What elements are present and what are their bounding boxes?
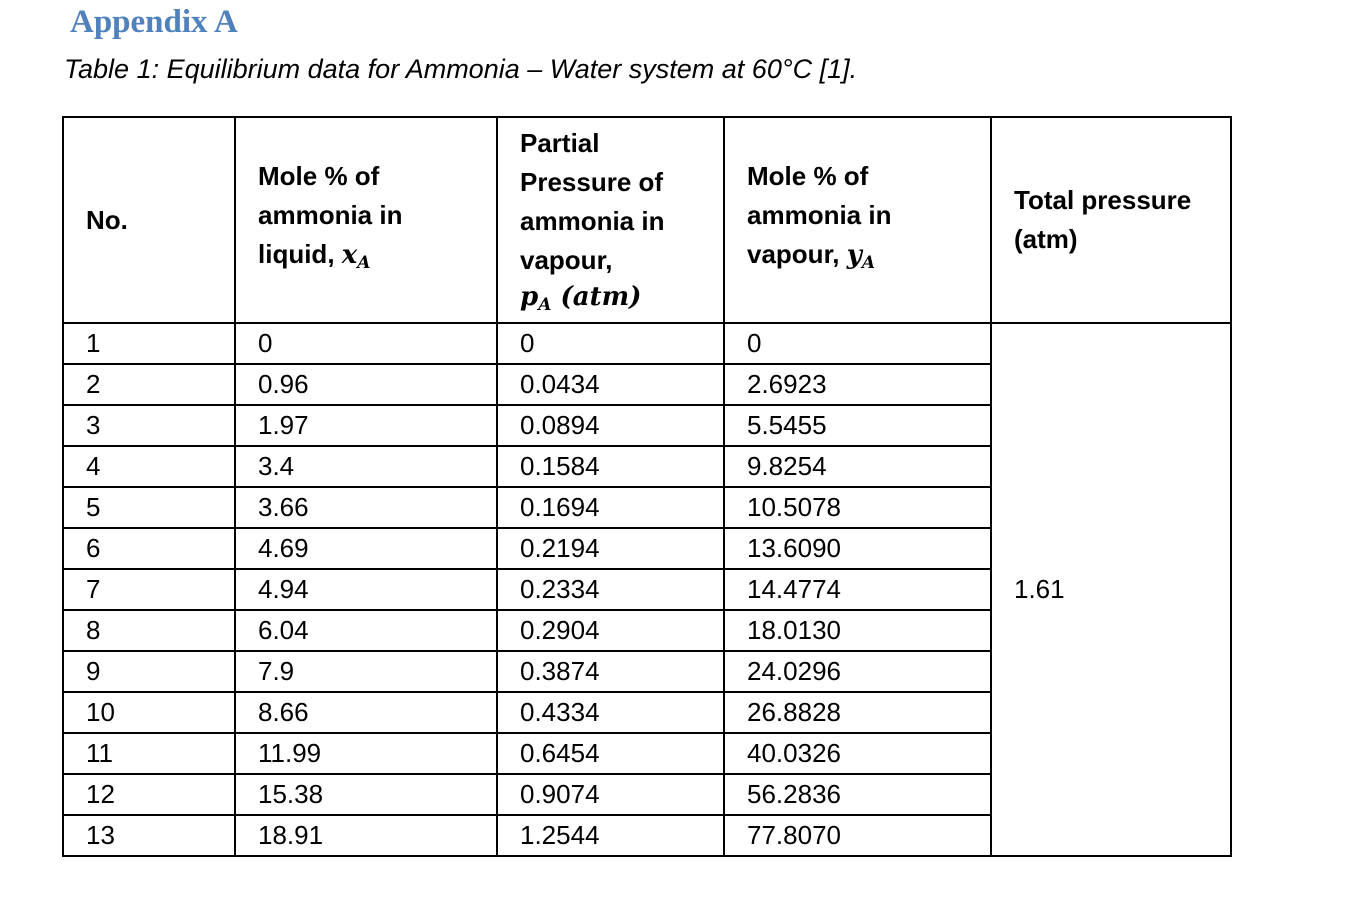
equilibrium-table: No. Mole % of ammonia in liquid, xA Part… (62, 116, 1232, 857)
cell-vapour-mole-percent: 24.0296 (723, 650, 992, 693)
table-row: 12 15.38 0.9074 56.2836 (62, 773, 1231, 816)
cell-partial-pressure: 0.6454 (496, 732, 725, 775)
cell-vapour-mole-percent: 10.5078 (723, 486, 992, 529)
cell-total-pressure: 1.61 (990, 322, 1232, 857)
cell-liquid-mole-percent: 8.66 (234, 691, 498, 734)
cell-vapour-mole-percent: 13.6090 (723, 527, 992, 570)
table-row: 4 3.4 0.1584 9.8254 (62, 445, 1231, 488)
cell-vapour-mole-percent: 2.6923 (723, 363, 992, 406)
cell-liquid-mole-percent: 0 (234, 322, 498, 365)
cell-liquid-mole-percent: 4.69 (234, 527, 498, 570)
table-row: 8 6.04 0.2904 18.0130 (62, 609, 1231, 652)
cell-partial-pressure: 0.1694 (496, 486, 725, 529)
table-row: 9 7.9 0.3874 24.0296 (62, 650, 1231, 693)
cell-no: 6 (62, 527, 236, 570)
cell-partial-pressure: 0.0894 (496, 404, 725, 447)
table-row: 2 0.96 0.0434 2.6923 (62, 363, 1231, 406)
cell-no: 5 (62, 486, 236, 529)
table-row: 13 18.91 1.2544 77.8070 (62, 814, 1231, 857)
table-body: 1 0 0 0 1.61 2 0.96 0.0434 2.6923 3 1.97 0.0894 5.54… (62, 322, 1232, 857)
cell-liquid-mole-percent: 18.91 (234, 814, 498, 857)
table-row: 6 4.69 0.2194 13.6090 (62, 527, 1231, 570)
cell-no: 3 (62, 404, 236, 447)
table-row: 5 3.66 0.1694 10.5078 (62, 486, 1231, 529)
cell-partial-pressure: 0.3874 (496, 650, 725, 693)
table-row: 3 1.97 0.0894 5.5455 (62, 404, 1231, 447)
cell-vapour-mole-percent: 5.5455 (723, 404, 992, 447)
cell-partial-pressure: 0.2334 (496, 568, 725, 611)
cell-no: 8 (62, 609, 236, 652)
cell-no: 2 (62, 363, 236, 406)
cell-no: 9 (62, 650, 236, 693)
cell-no: 1 (62, 322, 236, 365)
header-row: No. Mole % of ammonia in liquid, xA Part… (62, 116, 1232, 324)
header-partial-label: Partial Pressure of ammonia in vapour, (520, 128, 665, 275)
cell-no: 13 (62, 814, 236, 857)
cell-no: 10 (62, 691, 236, 734)
header-liquid-mole-percent: Mole % of ammonia in liquid, xA (234, 116, 498, 324)
table-row: 1 0 0 0 1.61 (62, 322, 1232, 857)
cell-liquid-mole-percent: 0.96 (234, 363, 498, 406)
cell-vapour-mole-percent: 14.4774 (723, 568, 992, 611)
cell-partial-pressure: 0 (496, 322, 725, 365)
cell-partial-pressure: 0.9074 (496, 773, 725, 816)
header-vapour-symbol: yA (846, 240, 876, 273)
table-row: 10 8.66 0.4334 26.8828 (62, 691, 1231, 734)
cell-partial-pressure: 0.2904 (496, 609, 725, 652)
cell-liquid-mole-percent: 6.04 (234, 609, 498, 652)
cell-vapour-mole-percent: 0 (723, 322, 992, 365)
cell-partial-pressure: 0.0434 (496, 363, 725, 406)
table-row: 11 11.99 0.6454 40.0326 (62, 732, 1231, 775)
header-vapour-label: Mole % of ammonia in vapour, (747, 161, 892, 269)
cell-liquid-mole-percent: 1.97 (234, 404, 498, 447)
cell-partial-pressure: 0.1584 (496, 445, 725, 488)
cell-liquid-mole-percent: 7.9 (234, 650, 498, 693)
table-row: 7 4.94 0.2334 14.4774 (62, 568, 1231, 611)
cell-partial-pressure: 0.2194 (496, 527, 725, 570)
header-partial-symbol: pA (atm) (520, 282, 642, 315)
cell-no: 11 (62, 732, 236, 775)
cell-vapour-mole-percent: 18.0130 (723, 609, 992, 652)
table-caption: Table 1: Equilibrium data for Ammonia – … (64, 54, 858, 84)
header-partial-pressure: Partial Pressure of ammonia in vapour, p… (496, 116, 725, 324)
cell-no: 12 (62, 773, 236, 816)
cell-partial-pressure: 1.2544 (496, 814, 725, 857)
cell-liquid-mole-percent: 3.66 (234, 486, 498, 529)
header-liquid-label: Mole % of ammonia in liquid, (258, 161, 403, 269)
cell-vapour-mole-percent: 77.8070 (723, 814, 992, 857)
cell-liquid-mole-percent: 3.4 (234, 445, 498, 488)
appendix-heading: Appendix A (70, 4, 238, 40)
header-liquid-symbol: xA (341, 240, 371, 273)
cell-vapour-mole-percent: 9.8254 (723, 445, 992, 488)
cell-vapour-mole-percent: 56.2836 (723, 773, 992, 816)
cell-liquid-mole-percent: 4.94 (234, 568, 498, 611)
cell-vapour-mole-percent: 40.0326 (723, 732, 992, 775)
cell-no: 4 (62, 445, 236, 488)
cell-liquid-mole-percent: 15.38 (234, 773, 498, 816)
cell-partial-pressure: 0.4334 (496, 691, 725, 734)
header-total-pressure: Total pressure (atm) (990, 116, 1232, 324)
header-no: No. (62, 116, 236, 324)
header-vapour-mole-percent: Mole % of ammonia in vapour, yA (723, 116, 992, 324)
cell-liquid-mole-percent: 11.99 (234, 732, 498, 775)
cell-no: 7 (62, 568, 236, 611)
cell-vapour-mole-percent: 26.8828 (723, 691, 992, 734)
